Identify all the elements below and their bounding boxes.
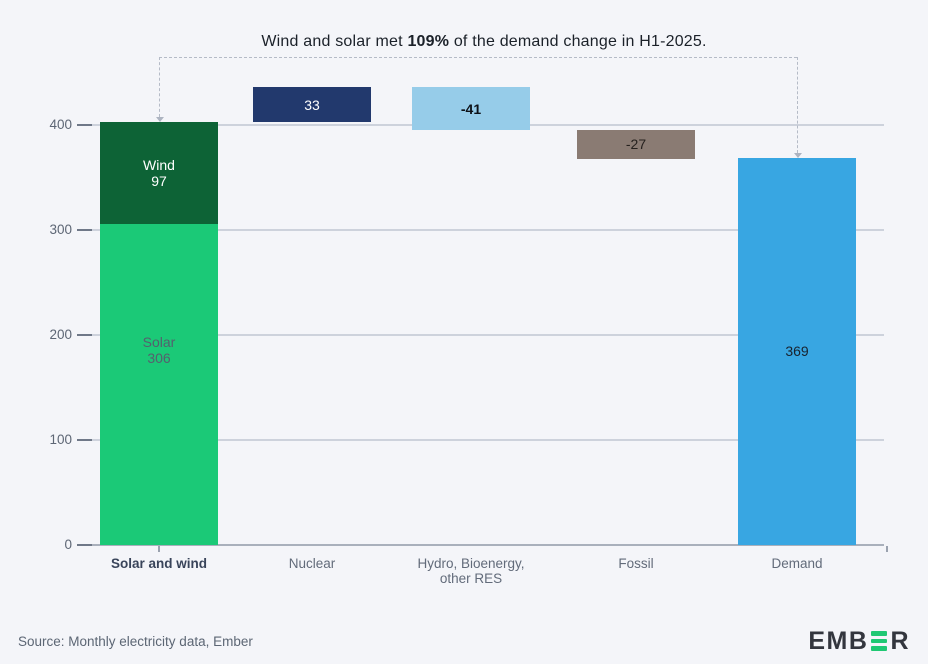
fossil-value-label: -27 bbox=[625, 136, 647, 153]
y-axis-tick bbox=[77, 229, 92, 231]
gridline bbox=[85, 229, 884, 231]
bar-demand[interactable]: 369 bbox=[738, 157, 856, 545]
wind-segment-label: Wind 97 bbox=[143, 157, 175, 189]
x-label-fossil: Fossil bbox=[618, 556, 654, 571]
y-axis-tick bbox=[77, 124, 92, 126]
y-axis-tick bbox=[77, 334, 92, 336]
ember-logo-e-bars-icon bbox=[871, 631, 888, 651]
bar-fossil[interactable]: -27 bbox=[577, 130, 695, 159]
y-axis-label: 100 bbox=[49, 432, 72, 447]
bar-nuclear[interactable]: 33 bbox=[253, 87, 371, 122]
solar-segment-name: Solar bbox=[142, 333, 176, 350]
solar-segment-label: Solar 306 bbox=[143, 334, 176, 366]
ember-logo[interactable]: EMB R bbox=[808, 626, 910, 655]
annotation-bracket-right bbox=[797, 57, 798, 153]
ember-logo-text-post: R bbox=[890, 626, 910, 655]
annotation-arrow-right bbox=[793, 152, 802, 158]
x-axis-tick bbox=[158, 546, 160, 552]
wind-segment-name: Wind bbox=[143, 156, 175, 173]
chart-title-bold-value: 109% bbox=[407, 33, 450, 50]
solar-segment-value: 306 bbox=[147, 349, 171, 366]
ember-logo-text-pre: EMB bbox=[808, 626, 869, 655]
y-axis-label: 200 bbox=[49, 327, 72, 342]
demand-value-label: 369 bbox=[785, 343, 809, 360]
nuclear-value-label: 33 bbox=[304, 96, 320, 113]
x-axis-line bbox=[85, 544, 884, 546]
annotation-arrow-left bbox=[155, 116, 164, 122]
chart-title-post: of the demand change in H1-2025. bbox=[449, 33, 707, 50]
annotation-bracket-left bbox=[159, 57, 160, 117]
y-axis-tick bbox=[77, 439, 92, 441]
hydro-value-label: -41 bbox=[460, 100, 482, 117]
bar-hydro-bioenergy[interactable]: -41 bbox=[412, 87, 530, 131]
annotation-bracket-line bbox=[159, 57, 797, 58]
chart-title: Wind and solar met 109% of the demand ch… bbox=[40, 33, 928, 51]
chart-title-pre: Wind and solar met bbox=[261, 33, 408, 50]
y-axis-tick bbox=[77, 544, 92, 546]
x-axis-end-tick bbox=[886, 546, 888, 552]
wind-segment-value: 97 bbox=[151, 172, 167, 189]
bar-wind-segment[interactable]: Wind 97 bbox=[100, 121, 218, 224]
source-note: Source: Monthly electricity data, Ember bbox=[18, 633, 253, 649]
bar-solar-segment[interactable]: Solar 306 bbox=[100, 223, 218, 545]
x-label-nuclear: Nuclear bbox=[288, 556, 336, 571]
gridline bbox=[85, 334, 884, 336]
y-axis-label: 0 bbox=[64, 537, 72, 552]
gridline bbox=[85, 439, 884, 441]
x-label-solar-and-wind: Solar and wind bbox=[110, 556, 207, 571]
footer: Source: Monthly electricity data, Ember … bbox=[0, 618, 928, 664]
y-axis-label: 400 bbox=[49, 117, 72, 132]
y-axis-label: 300 bbox=[49, 222, 72, 237]
x-label-demand: Demand bbox=[771, 556, 823, 571]
x-label-hydro-bioenergy: Hydro, Bioenergy, other RES bbox=[417, 556, 525, 586]
